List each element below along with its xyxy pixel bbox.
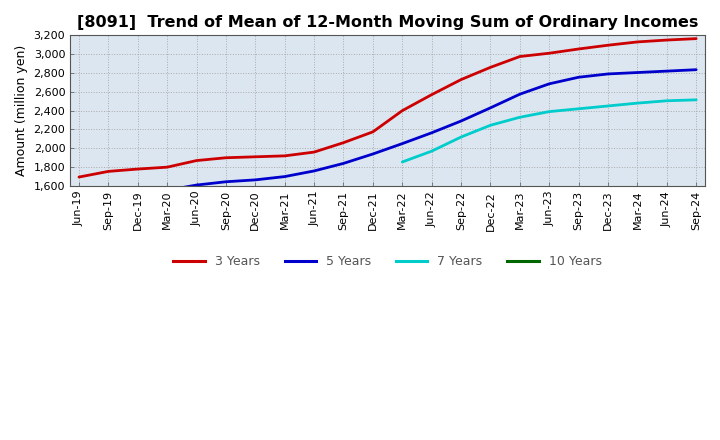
Title: [8091]  Trend of Mean of 12-Month Moving Sum of Ordinary Incomes: [8091] Trend of Mean of 12-Month Moving …: [77, 15, 698, 30]
Y-axis label: Amount (million yen): Amount (million yen): [15, 45, 28, 176]
Legend: 3 Years, 5 Years, 7 Years, 10 Years: 3 Years, 5 Years, 7 Years, 10 Years: [168, 250, 607, 273]
